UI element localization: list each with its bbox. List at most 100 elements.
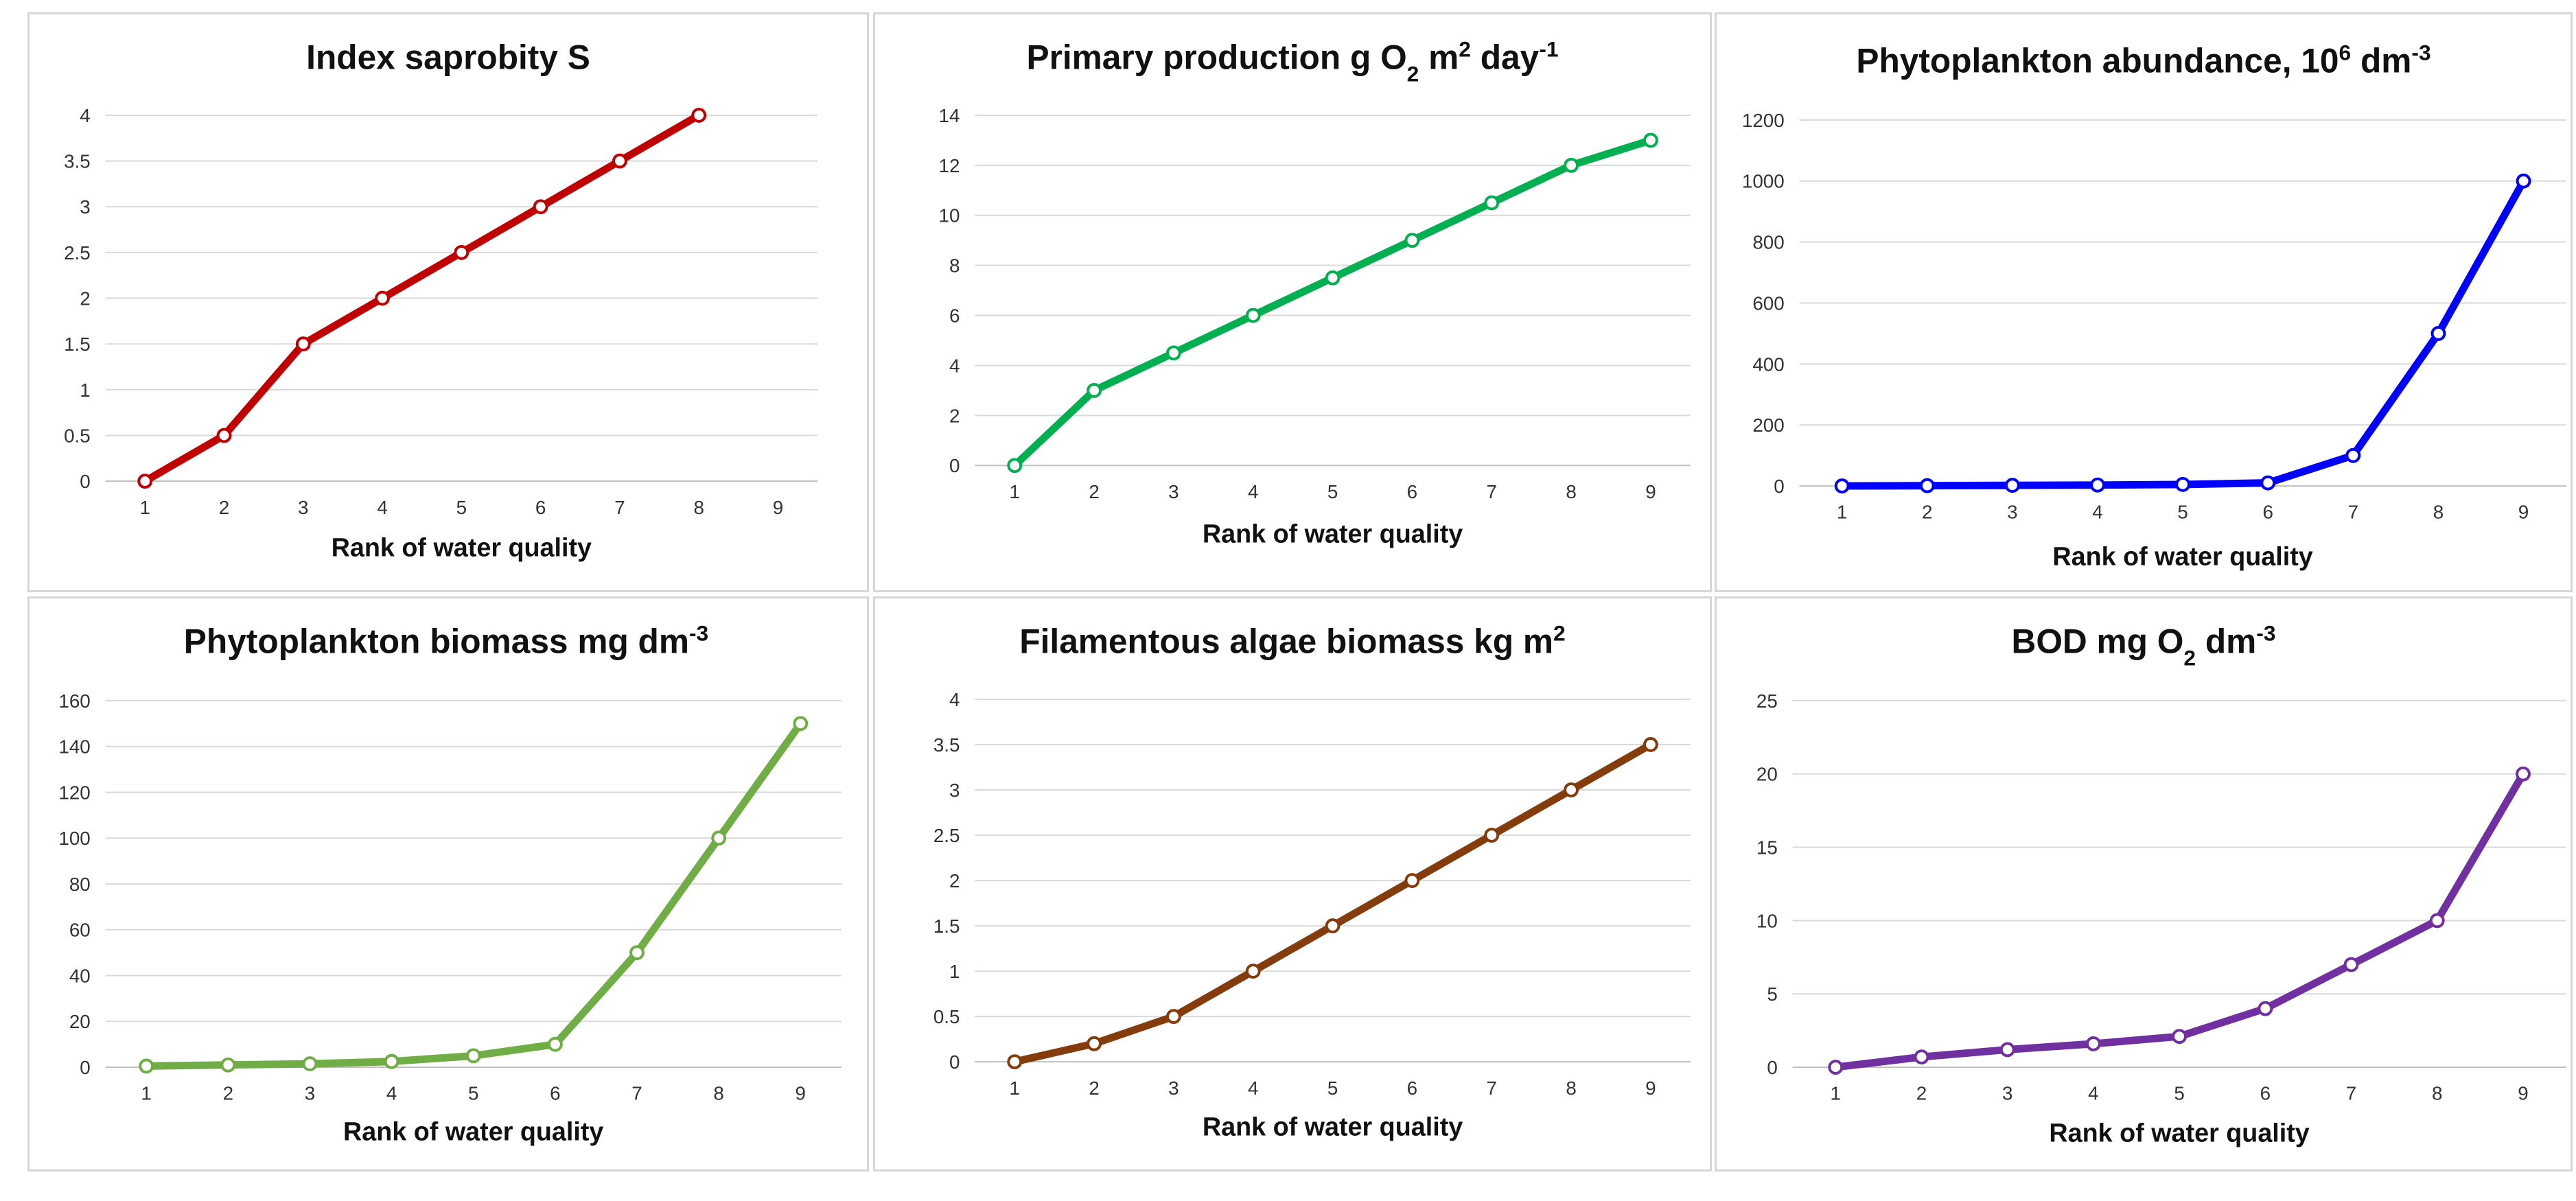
data-point — [1245, 307, 1261, 323]
x-tick-label: 4 — [2088, 1083, 2098, 1104]
x-tick-label: 2 — [223, 1083, 233, 1104]
x-tick-label: 3 — [1168, 481, 1179, 502]
y-tick-label: 10 — [1756, 910, 1778, 931]
data-point — [216, 428, 232, 443]
data-point — [2004, 478, 2020, 493]
y-tick-label: 4 — [949, 355, 960, 376]
x-tick-label: 5 — [2174, 1083, 2184, 1104]
y-tick-label: 200 — [1752, 415, 1784, 436]
x-tick-label: 4 — [2092, 502, 2102, 523]
y-tick-label: 2 — [949, 870, 960, 891]
x-axis-label: Rank of water quality — [343, 1117, 603, 1145]
x-tick-label: 1 — [1009, 481, 1019, 502]
data-point — [2345, 447, 2361, 463]
y-tick-label: 3 — [949, 780, 960, 801]
series-line — [1010, 136, 1655, 469]
series-line — [142, 719, 804, 1070]
y-tick-label: 12 — [939, 155, 960, 176]
x-tick-label: 4 — [386, 1083, 397, 1104]
x-tick-label: 5 — [1327, 481, 1338, 502]
data-point — [139, 1058, 154, 1074]
x-tick-label: 6 — [550, 1083, 560, 1104]
x-tick-label: 9 — [2518, 1083, 2528, 1104]
y-tick-label: 1 — [949, 961, 960, 982]
chart-svg: Phytoplankton abundance, 106 dm-3 0 200 400… — [1742, 40, 2566, 570]
y-tick-label: 60 — [69, 920, 91, 941]
data-point — [1643, 132, 1658, 148]
x-tick-label: 6 — [2260, 1083, 2271, 1104]
chart-svg: Primary production g O2 m2 day-1 0 2 4 6 8 10 1… — [939, 36, 1691, 548]
x-tick-label: 2 — [1089, 1077, 1099, 1099]
data-point — [1404, 233, 1420, 248]
x-tick-label: 9 — [1645, 1077, 1656, 1099]
x-tick-label: 3 — [305, 1083, 315, 1104]
x-tick-label: 7 — [2346, 1083, 2356, 1104]
data-point — [2429, 913, 2445, 929]
data-point — [2430, 326, 2446, 341]
y-tick-label: 1.5 — [64, 334, 91, 355]
y-tick-label: 2.5 — [64, 242, 91, 264]
data-point — [302, 1056, 318, 1071]
data-point — [533, 199, 548, 215]
data-point — [2260, 475, 2276, 491]
y-tick-label: 5 — [1767, 983, 1777, 1005]
x-tick-label: 9 — [773, 497, 783, 518]
y-tick-label: 10 — [939, 205, 960, 226]
chart-panel-filamentous-algae: Filamentous algae biomass kg m2 0 0.5 1 1.5 2… — [873, 596, 1712, 1171]
data-point — [629, 945, 645, 961]
y-tick-label: 0.5 — [64, 425, 91, 446]
x-tick-label: 1 — [1831, 1083, 1841, 1104]
chart-svg: Phytoplankton biomass mg dm-3 0 20 40 60 80 10… — [58, 620, 842, 1145]
x-tick-label: 7 — [631, 1083, 642, 1104]
x-tick-label: 8 — [2433, 502, 2444, 523]
data-point — [711, 830, 727, 846]
y-tick-label: 3.5 — [933, 734, 960, 756]
y-tick-label: 2 — [80, 288, 90, 309]
y-tick-label: 100 — [58, 828, 90, 849]
y-tick-label: 2 — [949, 405, 960, 426]
y-tick-label: 0 — [80, 471, 90, 492]
y-tick-label: 0 — [1774, 476, 1784, 497]
x-tick-label: 2 — [1089, 481, 1099, 502]
y-tick-label: 140 — [58, 736, 90, 758]
data-point — [1325, 270, 1341, 285]
data-point — [793, 716, 809, 732]
data-point — [1165, 1009, 1181, 1025]
chart-title: BOD mg O2 dm-3 — [2011, 620, 2275, 670]
x-tick-label: 3 — [298, 497, 308, 518]
data-point — [691, 108, 707, 123]
chart-panel-phytoplankton-biomass: Phytoplankton biomass mg dm-3 0 20 40 60 80 10… — [27, 596, 869, 1171]
y-tick-label: 2.5 — [933, 825, 960, 846]
data-point — [1245, 964, 1261, 979]
x-tick-label: 3 — [2007, 502, 2017, 523]
series-line — [1838, 177, 2528, 490]
y-tick-label: 4 — [949, 689, 960, 710]
x-tick-label: 2 — [219, 497, 229, 518]
x-tick-label: 4 — [1248, 1077, 1258, 1099]
y-tick-label: 600 — [1752, 292, 1784, 314]
y-tick-label: 15 — [1756, 837, 1778, 859]
data-point — [1834, 478, 1850, 494]
x-axis-label: Rank of water quality — [2052, 541, 2312, 570]
y-tick-label: 1200 — [1742, 110, 1785, 131]
x-tick-label: 4 — [1248, 481, 1258, 502]
x-tick-label: 7 — [2348, 502, 2358, 523]
x-axis-label: Rank of water quality — [1203, 1112, 1463, 1141]
y-tick-label: 3.5 — [64, 151, 91, 172]
data-point — [2516, 766, 2531, 782]
x-tick-label: 8 — [693, 497, 704, 518]
y-tick-label: 0 — [1767, 1057, 1777, 1078]
data-point — [1007, 458, 1023, 474]
chart-title: Index saprobity S — [306, 38, 590, 76]
x-tick-label: 5 — [2177, 502, 2188, 523]
data-point — [2258, 1001, 2273, 1016]
x-tick-label: 7 — [614, 497, 625, 518]
y-tick-label: 0 — [949, 1051, 960, 1073]
data-point — [1919, 478, 1935, 493]
y-tick-label: 400 — [1752, 353, 1784, 375]
y-tick-label: 6 — [949, 305, 960, 327]
data-point — [2516, 173, 2531, 189]
data-point — [454, 244, 469, 260]
chart-title: Phytoplankton abundance, 106 dm-3 — [1856, 40, 2430, 80]
